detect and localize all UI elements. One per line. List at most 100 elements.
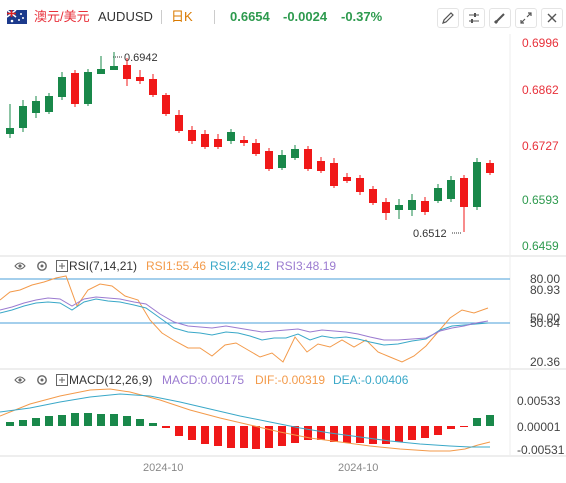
- macd-header: MACD(12,26,9) MACD:0.00175 DIF:-0.00319 …: [0, 371, 566, 389]
- candle-down: [382, 202, 390, 213]
- price-change-pct: -0.37%: [341, 9, 383, 24]
- rsi-tick: 80.00: [530, 272, 560, 286]
- gear-icon[interactable]: [36, 260, 48, 272]
- add-indicator-icon[interactable]: [56, 374, 68, 386]
- macd-bar-negative: [278, 426, 286, 446]
- macd-bar-negative: [304, 426, 312, 440]
- macd-bar-negative: [175, 426, 183, 436]
- macd-bar-positive: [58, 415, 66, 426]
- time-tick: 2024-10: [143, 462, 183, 474]
- macd-bar-negative: [214, 426, 222, 446]
- brush-button[interactable]: [489, 8, 511, 28]
- gear-icon[interactable]: [36, 374, 48, 386]
- macd-bar-negative: [382, 426, 390, 444]
- high-price-label: 0.6942: [124, 52, 158, 64]
- price-tick: 0.6593: [522, 193, 559, 207]
- price-tick: 0.6862: [522, 83, 559, 97]
- au-flag-icon: [7, 10, 27, 24]
- candle-down: [240, 140, 248, 143]
- macd-bar-negative: [408, 426, 416, 440]
- visibility-icon[interactable]: [14, 374, 26, 386]
- macd-bar-negative: [240, 426, 248, 448]
- candle-up: [447, 180, 455, 199]
- brush-icon: [493, 13, 505, 25]
- rsi-title: RSI(7,14,21): [69, 259, 138, 273]
- add-indicator-icon[interactable]: [56, 260, 68, 272]
- candle-up: [473, 162, 481, 207]
- period-selector[interactable]: 日K: [171, 9, 193, 24]
- candle-up: [84, 72, 92, 104]
- macd-bar-negative: [460, 426, 468, 427]
- time-tick: 2024-10: [338, 462, 378, 474]
- macd-bar-positive: [45, 416, 53, 426]
- candle-down: [265, 151, 273, 169]
- current-price: 0.6654: [230, 9, 270, 24]
- macd-bar-positive: [71, 413, 79, 426]
- macd-bar-positive: [136, 419, 144, 426]
- macd-bar-negative: [252, 426, 260, 449]
- rsi2-line: [0, 298, 489, 346]
- rsi-tick: 50.00: [530, 311, 560, 325]
- candle-down: [460, 178, 468, 207]
- candle-down: [369, 189, 377, 203]
- pencil-icon: [442, 12, 454, 24]
- macd-bar-negative: [356, 426, 364, 443]
- macd-bar-positive: [84, 413, 92, 426]
- fullscreen-button[interactable]: [515, 8, 537, 28]
- macd-bar-positive: [97, 414, 105, 426]
- rsi3-line: [0, 296, 489, 341]
- candle-down: [201, 134, 209, 147]
- macd-bar-positive: [149, 423, 157, 426]
- candle-up: [291, 149, 299, 158]
- macd-bar-negative: [421, 426, 429, 438]
- macd-bar-negative: [447, 426, 455, 429]
- candle-down: [421, 201, 429, 212]
- candle-down: [304, 149, 312, 169]
- rsi-tick: 20.36: [530, 355, 560, 369]
- macd-bar-negative: [265, 426, 273, 448]
- macd-bar-negative: [188, 426, 196, 440]
- price-tick: 0.6727: [522, 139, 559, 153]
- draw-pencil-button[interactable]: [437, 8, 459, 28]
- pair-name: 澳元/美元: [34, 9, 90, 24]
- price-tick: 0.6996: [522, 36, 559, 50]
- close-button[interactable]: [541, 8, 563, 28]
- candle-down: [356, 178, 364, 192]
- candle-up: [6, 128, 14, 134]
- macd-title: MACD(12,26,9): [69, 373, 153, 387]
- macd-bar-positive: [473, 418, 481, 426]
- macd-tick: -0.00531: [517, 443, 565, 457]
- candle-up: [278, 155, 286, 168]
- macd-bar-positive: [32, 418, 40, 426]
- candle-down: [162, 95, 170, 114]
- macd-tick: 0.00533: [517, 394, 561, 408]
- candle-down: [343, 177, 351, 181]
- visibility-icon[interactable]: [14, 260, 26, 272]
- rsi1-line: [0, 275, 489, 363]
- candle-up: [32, 101, 40, 113]
- indicator-settings-button[interactable]: [463, 8, 485, 28]
- candle-up: [434, 188, 442, 201]
- dea-value: DEA:-0.00406: [333, 373, 409, 387]
- macd-bar-negative: [369, 426, 377, 444]
- candle-down: [175, 115, 183, 131]
- macd-bar-negative: [227, 426, 235, 448]
- chart-header: 澳元/美元 AUDUSD 日K 0.6654 -0.0024 -0.37%: [0, 0, 566, 34]
- rsi-tick: 50.64: [530, 316, 560, 330]
- candle-down: [71, 73, 79, 104]
- candle-up: [45, 96, 53, 112]
- macd-bar-positive: [123, 416, 131, 426]
- macd-bar-negative: [395, 426, 403, 442]
- expand-icon: [520, 12, 532, 24]
- candle-down: [188, 130, 196, 141]
- macd-bar-negative: [201, 426, 209, 444]
- low-price-label: 0.6512: [413, 228, 447, 240]
- candle-up: [227, 132, 235, 141]
- rsi2-value: RSI2:49.42: [210, 259, 271, 273]
- candle-down: [136, 77, 144, 81]
- macd-bar-negative: [317, 426, 325, 440]
- candle-down: [330, 163, 338, 186]
- candle-up: [110, 66, 118, 70]
- candle-up: [19, 106, 27, 128]
